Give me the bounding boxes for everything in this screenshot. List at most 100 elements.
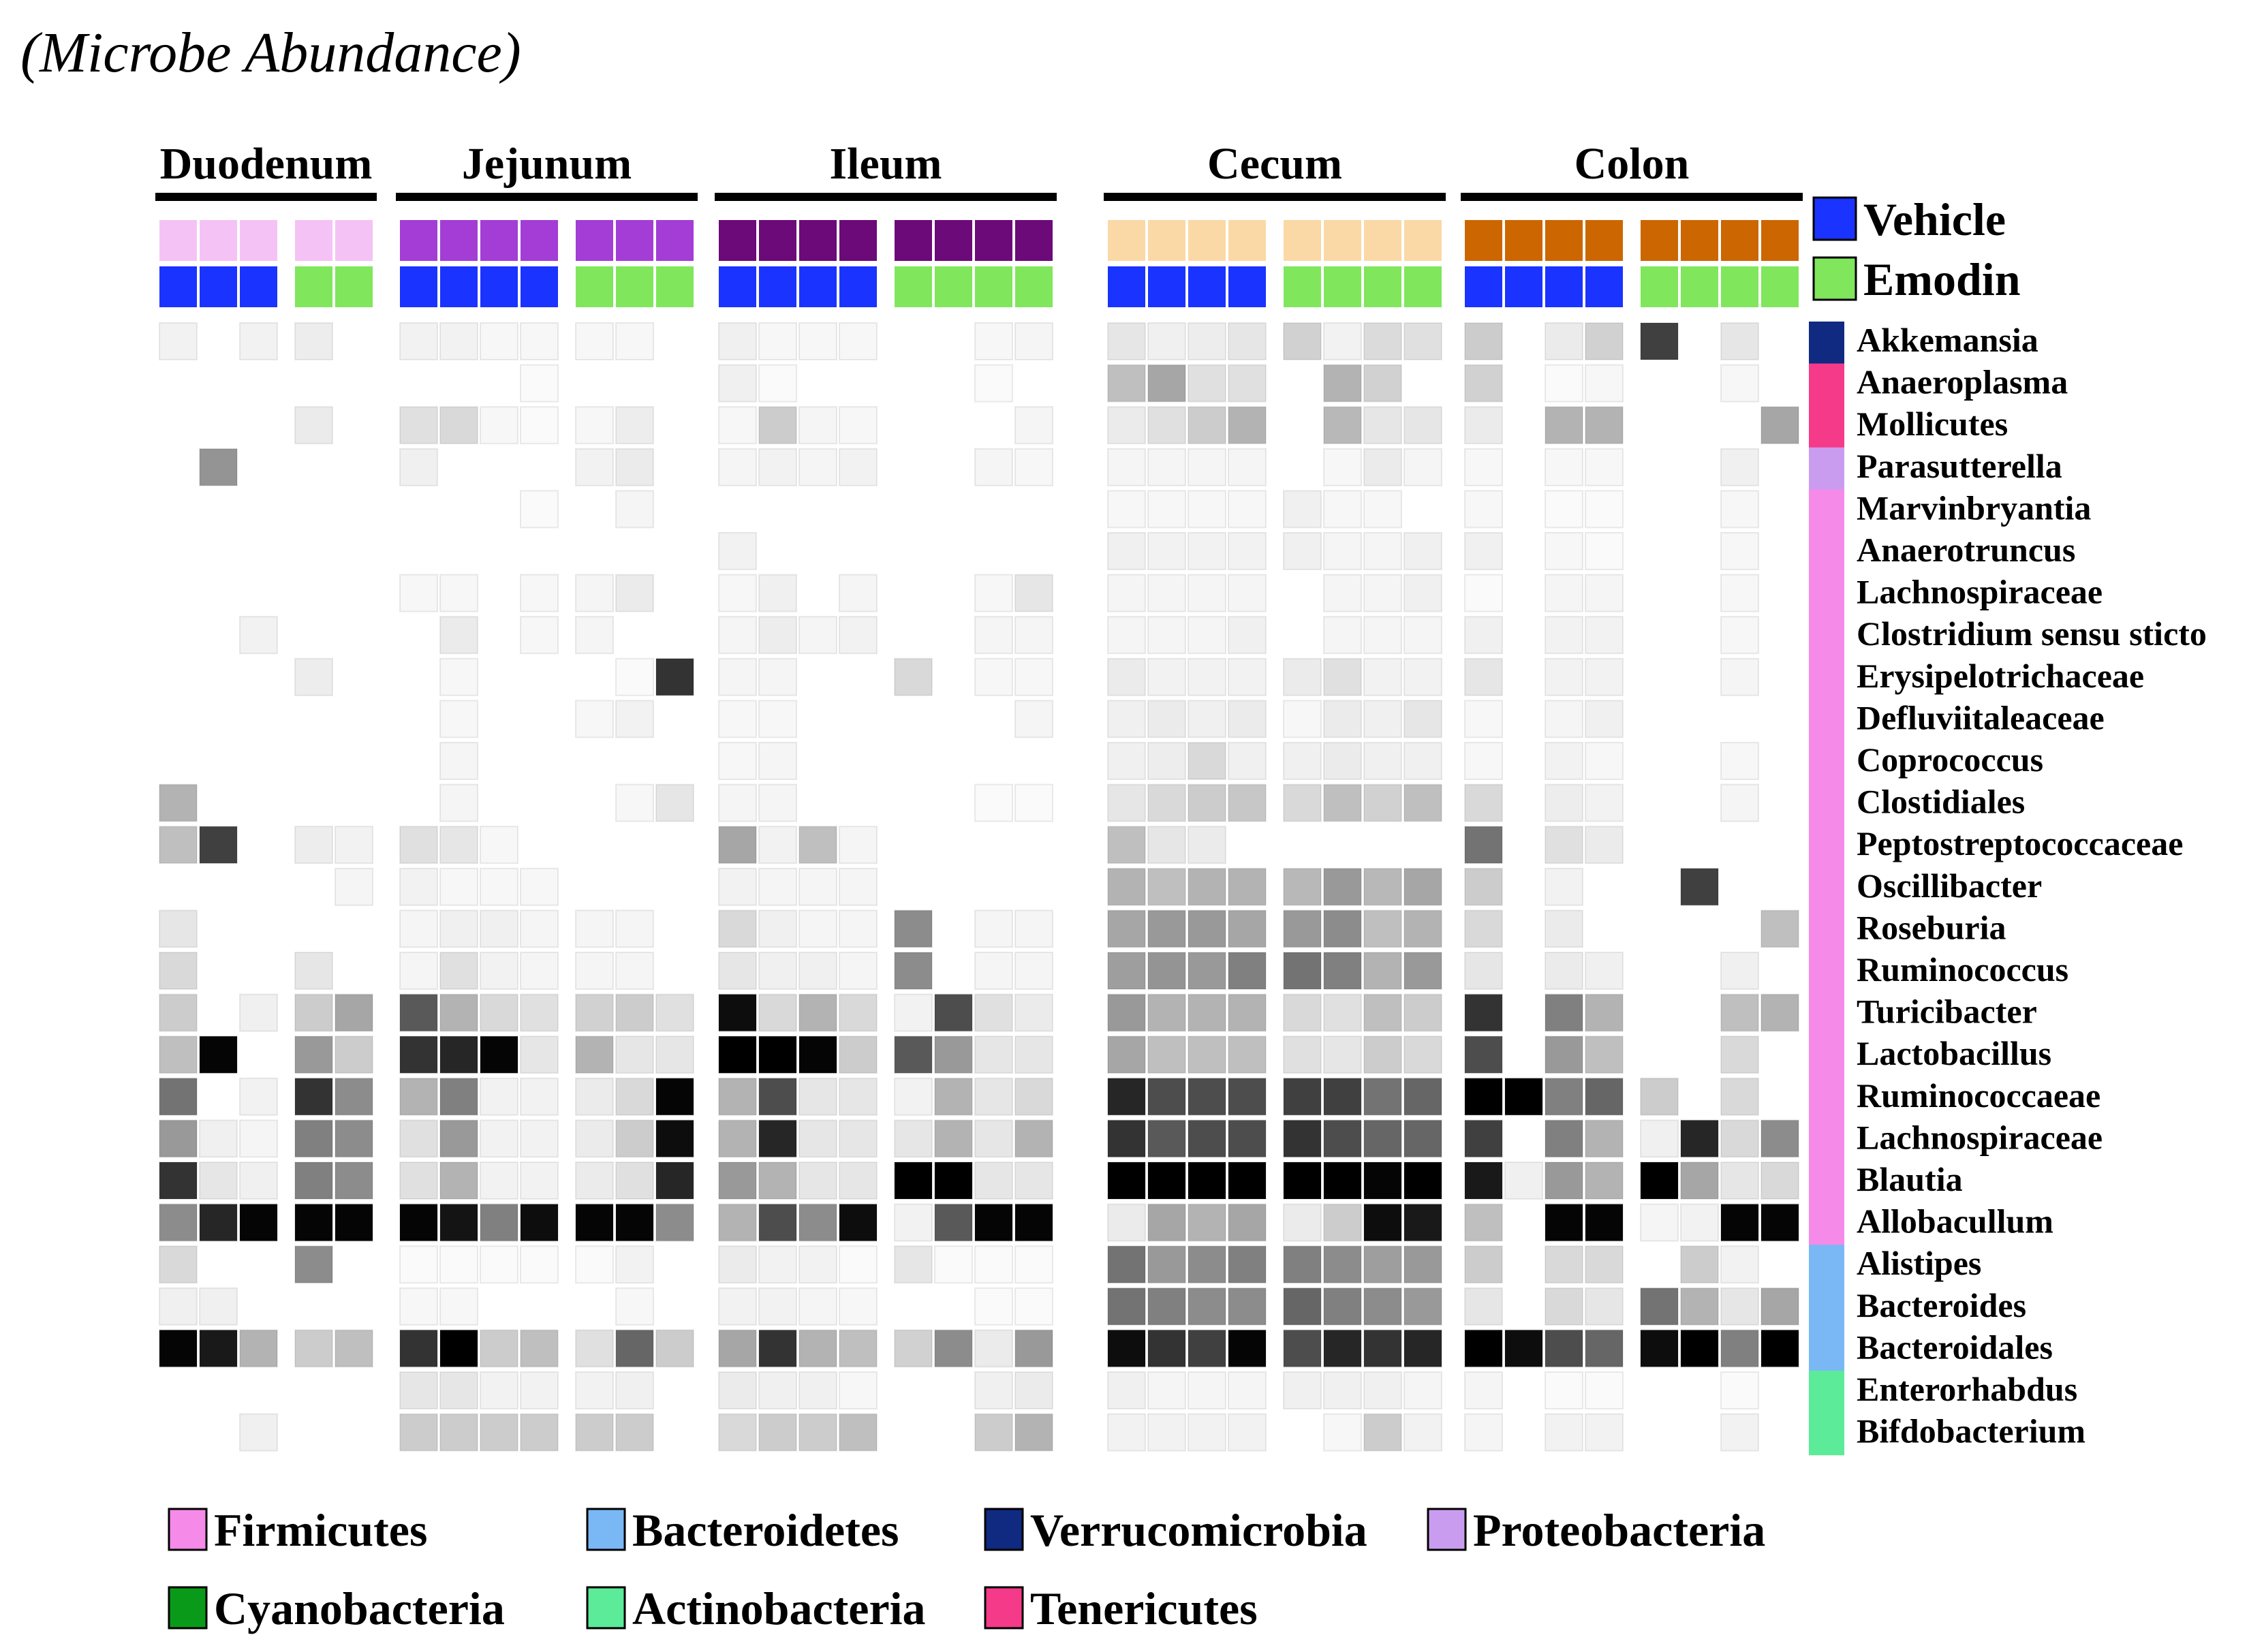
heatmap-cell	[718, 783, 757, 822]
heatmap-cell	[1585, 322, 1624, 360]
taxon-label: Roseburia	[1857, 908, 2006, 946]
taxon-label: Lactobacillus	[1857, 1034, 2051, 1072]
heatmap-cell	[1228, 1413, 1267, 1452]
heatmap-cell	[1464, 700, 1503, 738]
heatmap-cell	[1585, 826, 1624, 864]
heatmap-cell	[1363, 364, 1402, 403]
phylum-strip-bacteroidetes	[1809, 1328, 1844, 1371]
heatmap-cell	[1228, 1329, 1267, 1368]
heatmap-cell	[1147, 322, 1186, 360]
heatmap-cell	[1228, 1035, 1267, 1074]
heatmap-cell	[1228, 532, 1267, 570]
phylum-legend-label: Bacteroidetes	[632, 1504, 899, 1556]
heatmap-cell	[1545, 1287, 1583, 1326]
heatmap-cell	[199, 1329, 238, 1368]
heatmap-cell	[1585, 1035, 1624, 1074]
heatmap-cell	[294, 826, 333, 864]
heatmap-cell	[615, 952, 654, 990]
heatmap-cell	[239, 1413, 278, 1452]
heatmap-cell	[520, 322, 559, 360]
heatmap-cell	[1107, 322, 1146, 360]
heatmap-cell	[1188, 742, 1226, 780]
heatmap-cell	[718, 574, 757, 612]
heatmap-cell	[1323, 1413, 1362, 1452]
heatmap-cell	[1363, 448, 1402, 486]
heatmap-cell	[974, 1329, 1013, 1368]
heatmap-cell	[1147, 364, 1186, 403]
heatmap-cell	[1363, 952, 1402, 990]
phylum-legend-swatch-cyanobacteria	[168, 1586, 208, 1630]
heatmap-cell	[758, 448, 797, 486]
heatmap-cell	[1464, 1162, 1503, 1200]
region-header-layer: Duodenum Jejunum Ileum Cecum Colon	[155, 139, 1803, 309]
taxon-label: Marvinbryantia	[1857, 488, 2091, 527]
heatmap-cell	[439, 574, 478, 612]
region-color-cell	[294, 219, 334, 262]
taxon-label: Defluviitaleaceae	[1857, 698, 2105, 736]
heatmap-cell	[974, 448, 1013, 486]
heatmap-cell	[1283, 1329, 1322, 1368]
heatmap-cell	[1464, 1413, 1503, 1452]
heatmap-cell	[294, 1329, 333, 1368]
heatmap-cell	[1545, 952, 1583, 990]
heatmap-cell	[758, 657, 797, 696]
heatmap-cell	[839, 1245, 878, 1284]
heatmap-cell	[294, 1162, 333, 1200]
treatment-color-cell	[1463, 265, 1504, 309]
heatmap-cell	[1228, 700, 1267, 738]
heatmap-cell	[1504, 1162, 1543, 1200]
heatmap-cell	[575, 406, 614, 445]
heatmap-cell	[974, 1162, 1013, 1200]
heatmap-cell	[655, 1077, 694, 1116]
heatmap-cell	[294, 952, 333, 990]
heatmap-cell	[758, 1371, 797, 1409]
heatmap-cell	[1188, 1329, 1226, 1368]
heatmap-cell	[399, 448, 438, 486]
heatmap-cell	[894, 1329, 933, 1368]
heatmap-cell	[1545, 657, 1583, 696]
treatment-color-cell	[519, 265, 559, 309]
heatmap-cell	[1680, 1287, 1719, 1326]
heatmap-cell	[1363, 993, 1402, 1032]
taxon-label: Turicibacter	[1857, 993, 2037, 1031]
heatmap-cell	[335, 1329, 373, 1368]
heatmap-cell	[439, 867, 478, 906]
heatmap-cell	[839, 1035, 878, 1074]
heatmap-cell	[1640, 1119, 1679, 1158]
heatmap-cell	[1014, 1329, 1053, 1368]
heatmap-cell	[718, 364, 757, 403]
heatmap-cell	[1363, 322, 1402, 360]
taxon-label: Bacteroides	[1857, 1286, 2026, 1324]
treatment-color-cell	[294, 265, 334, 309]
heatmap-cell	[335, 1119, 373, 1158]
heatmap-cell	[1228, 490, 1267, 529]
heatmap-cell	[1464, 1077, 1503, 1116]
heatmap-cell	[1403, 700, 1442, 738]
heatmap-cell	[1014, 1162, 1053, 1200]
heatmap-cell	[480, 1162, 518, 1200]
heatmap-cell	[1720, 1119, 1759, 1158]
heatmap-cell	[1403, 616, 1442, 655]
region-label: Cecum	[1207, 139, 1342, 189]
heatmap-cell	[1680, 1162, 1719, 1200]
phylum-strip-firmicutes	[1809, 741, 1844, 784]
heatmap-cell	[520, 1119, 559, 1158]
heatmap-cell	[798, 1329, 837, 1368]
heatmap-cell	[399, 1077, 438, 1116]
heatmap-cell	[1545, 448, 1583, 486]
heatmap-cell	[1464, 1035, 1503, 1074]
heatmap-cell	[1464, 1287, 1503, 1326]
heatmap-cell	[1014, 1245, 1053, 1284]
heatmap-cell	[1761, 406, 1799, 445]
heatmap-cell	[1403, 1162, 1442, 1200]
heatmap-cell	[1147, 1371, 1186, 1409]
heatmap-cell	[615, 1119, 654, 1158]
heatmap-cell	[1188, 1245, 1226, 1284]
heatmap-cell	[1363, 909, 1402, 948]
taxon-label: Ruminococcaeae	[1857, 1076, 2100, 1115]
region-color-cell	[479, 219, 519, 262]
heatmap-cell	[1014, 616, 1053, 655]
region-color-cell	[238, 219, 279, 262]
heatmap-cell	[399, 406, 438, 445]
heatmap-cell	[1585, 1287, 1624, 1326]
